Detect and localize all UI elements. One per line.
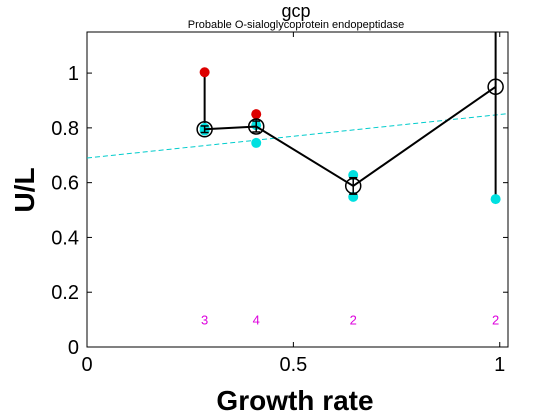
data-marks: 3 4 2 2 xyxy=(86,32,509,328)
mean-marker xyxy=(487,78,504,96)
red-point xyxy=(251,109,262,120)
cyan-point xyxy=(490,194,501,205)
chart-title: gcp xyxy=(281,1,310,21)
x-axis-label: Growth rate xyxy=(216,385,373,416)
count-label: 2 xyxy=(492,313,499,328)
count-label: 3 xyxy=(201,313,208,328)
mean-marker xyxy=(344,177,362,195)
y-axis-label: U/L xyxy=(9,167,40,212)
y-tick-label: 0.8 xyxy=(51,118,79,140)
y-tick-label: 0 xyxy=(68,337,79,359)
red-point xyxy=(199,67,210,78)
y-axis-ticks: 0 0.2 0.4 0.6 0.8 1 xyxy=(51,63,508,359)
mean-line xyxy=(204,85,497,188)
count-label: 4 xyxy=(253,313,260,328)
cyan-point xyxy=(251,137,262,148)
x-tick-label: 0 xyxy=(81,354,92,376)
y-tick-label: 0.4 xyxy=(51,227,79,249)
trend-line xyxy=(86,113,509,159)
x-axis-ticks: 0 0.5 1 xyxy=(81,32,505,376)
y-tick-label: 1 xyxy=(68,63,79,85)
x-tick-label: 0.5 xyxy=(279,354,307,376)
chart-subtitle: Probable O-sialoglycoprotein endopeptida… xyxy=(188,19,404,31)
plot-area xyxy=(86,31,509,348)
count-label: 2 xyxy=(350,313,357,328)
y-tick-label: 0.2 xyxy=(51,282,79,304)
y-tick-label: 0.6 xyxy=(51,173,79,195)
mean-marker xyxy=(247,118,265,135)
mean-marker xyxy=(196,120,213,138)
x-tick-label: 1 xyxy=(494,354,505,376)
